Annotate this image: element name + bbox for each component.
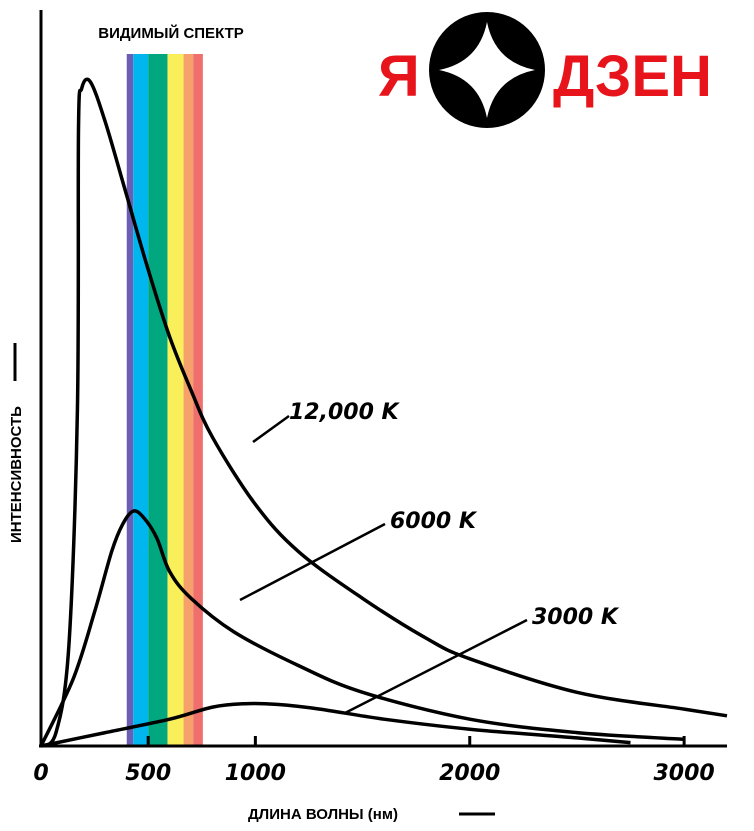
x-ticks: 0 500 1000 2000 3000 bbox=[33, 736, 715, 786]
leader-line-6000k bbox=[239, 522, 386, 602]
x-tick-label-0: 0 bbox=[33, 761, 48, 786]
dzen-logo: Я ДЗЕН bbox=[378, 12, 712, 128]
leader-line-12000k bbox=[252, 414, 290, 444]
series-curves bbox=[39, 77, 728, 748]
x-tick-label-500: 500 bbox=[125, 761, 171, 786]
logo-right-text: ДЗЕН bbox=[553, 44, 712, 109]
series-line-1 bbox=[39, 509, 685, 747]
x-tick-label-1000: 1000 bbox=[225, 761, 286, 786]
logo-left-text: Я bbox=[378, 44, 420, 109]
y-axis-title: ИНТЕНСИВНОСТЬ bbox=[8, 406, 25, 543]
x-axis-title: ДЛИНА ВОЛНЫ (нм) bbox=[248, 806, 398, 823]
leader-line-3000k bbox=[344, 618, 528, 715]
spectrum-band-2 bbox=[148, 54, 168, 746]
spectrum-band-4 bbox=[183, 54, 194, 746]
four-point-star-in-circle-icon bbox=[429, 12, 545, 128]
curve-label-6000k: 6000 K bbox=[390, 509, 478, 534]
spectrum-band-3 bbox=[167, 54, 184, 746]
curve-label-12000k: 12,000 K bbox=[289, 400, 401, 425]
spectrum-band-0 bbox=[126, 54, 134, 746]
spectrum-band-5 bbox=[193, 54, 203, 746]
x-tick-label-3000: 3000 bbox=[654, 761, 715, 786]
x-tick-label-2000: 2000 bbox=[439, 761, 500, 786]
series-line-0 bbox=[39, 77, 728, 748]
visible-spectrum bbox=[126, 54, 203, 746]
spectrum-band-1 bbox=[133, 54, 149, 746]
curve-label-3000k: 3000 K bbox=[532, 605, 620, 630]
series-line-2 bbox=[40, 701, 631, 748]
visible-spectrum-label: ВИДИМЫЙ СПЕКТР bbox=[98, 24, 244, 42]
y-axis-title-group: ИНТЕНСИВНОСТЬ bbox=[8, 343, 25, 543]
